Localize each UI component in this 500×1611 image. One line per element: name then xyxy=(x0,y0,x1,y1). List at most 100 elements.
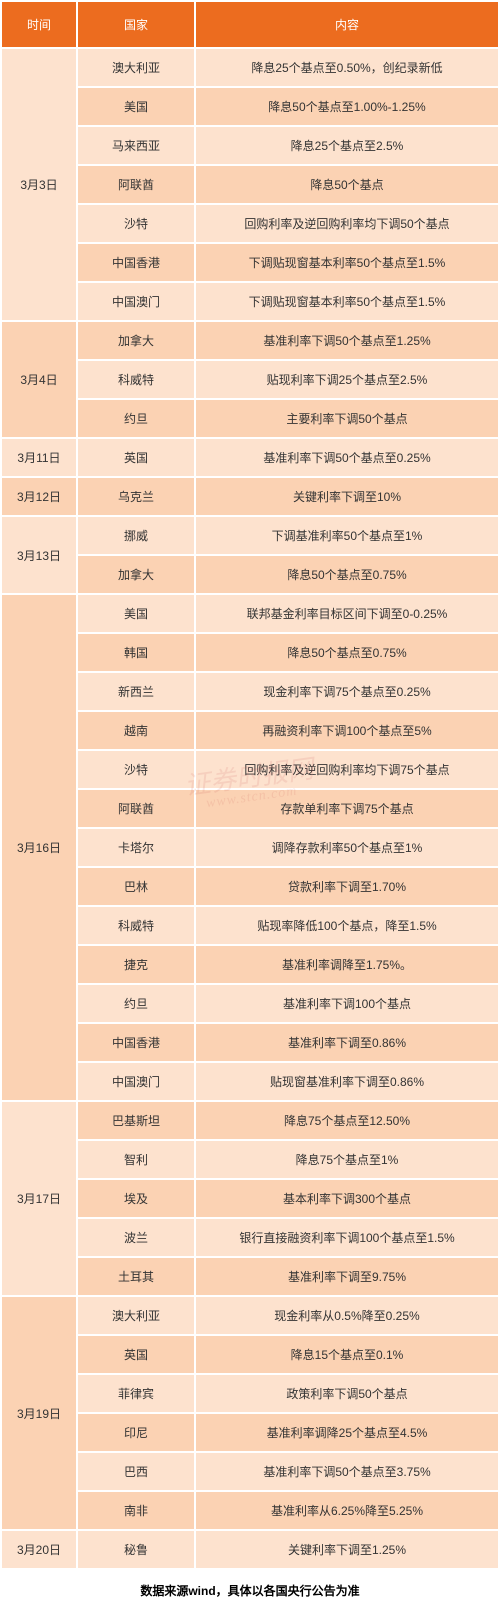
content-cell: 主要利率下调50个基点 xyxy=(196,400,498,437)
country-cell: 美国 xyxy=(78,88,194,125)
table-row: 捷克基准利率调降至1.75%。 xyxy=(2,946,498,983)
date-cell: 3月20日 xyxy=(2,1531,76,1568)
content-cell: 现金利率从0.5%降至0.25% xyxy=(196,1297,498,1334)
table-row: 美国降息50个基点至1.00%-1.25% xyxy=(2,88,498,125)
content-cell: 现金利率下调75个基点至0.25% xyxy=(196,673,498,710)
country-cell: 澳大利亚 xyxy=(78,49,194,86)
date-cell: 3月12日 xyxy=(2,478,76,515)
country-cell: 约旦 xyxy=(78,400,194,437)
table-row: 新西兰现金利率下调75个基点至0.25% xyxy=(2,673,498,710)
date-cell: 3月11日 xyxy=(2,439,76,476)
country-cell: 埃及 xyxy=(78,1180,194,1217)
header-country: 国家 xyxy=(78,2,194,47)
country-cell: 挪威 xyxy=(78,517,194,554)
country-cell: 乌克兰 xyxy=(78,478,194,515)
table-row: 中国澳门下调贴现窗基本利率50个基点至1.5% xyxy=(2,283,498,320)
country-cell: 南非 xyxy=(78,1492,194,1529)
content-cell: 基准利率调降25个基点至4.5% xyxy=(196,1414,498,1451)
country-cell: 中国澳门 xyxy=(78,283,194,320)
footnote: 数据来源wind，具体以各国央行公告为准 xyxy=(0,1570,500,1611)
country-cell: 中国澳门 xyxy=(78,1063,194,1100)
table-row: 菲律宾政策利率下调50个基点 xyxy=(2,1375,498,1412)
content-cell: 基准利率下调至9.75% xyxy=(196,1258,498,1295)
table-row: 土耳其基准利率下调至9.75% xyxy=(2,1258,498,1295)
content-cell: 政策利率下调50个基点 xyxy=(196,1375,498,1412)
country-cell: 沙特 xyxy=(78,751,194,788)
content-cell: 基准利率下调100个基点 xyxy=(196,985,498,1022)
country-cell: 新西兰 xyxy=(78,673,194,710)
content-cell: 关键利率下调至1.25% xyxy=(196,1531,498,1568)
table-row: 中国澳门贴现窗基准利率下调至0.86% xyxy=(2,1063,498,1100)
table-row: 3月11日英国基准利率下调50个基点至0.25% xyxy=(2,439,498,476)
content-cell: 再融资利率下调100个基点至5% xyxy=(196,712,498,749)
content-cell: 基准利率下调50个基点至0.25% xyxy=(196,439,498,476)
table-row: 沙特回购利率及逆回购利率均下调75个基点 xyxy=(2,751,498,788)
table-row: 沙特回购利率及逆回购利率均下调50个基点 xyxy=(2,205,498,242)
header-date: 时间 xyxy=(2,2,76,47)
table-row: 阿联酋降息50个基点 xyxy=(2,166,498,203)
table-row: 韩国降息50个基点至0.75% xyxy=(2,634,498,671)
header-row: 时间 国家 内容 xyxy=(2,2,498,47)
date-cell: 3月4日 xyxy=(2,322,76,437)
country-cell: 印尼 xyxy=(78,1414,194,1451)
country-cell: 加拿大 xyxy=(78,322,194,359)
country-cell: 巴西 xyxy=(78,1453,194,1490)
table-row: 印尼基准利率调降25个基点至4.5% xyxy=(2,1414,498,1451)
content-cell: 下调贴现窗基本利率50个基点至1.5% xyxy=(196,283,498,320)
content-cell: 降息15个基点至0.1% xyxy=(196,1336,498,1373)
country-cell: 科威特 xyxy=(78,361,194,398)
table-row: 3月17日巴基斯坦降息75个基点至12.50% xyxy=(2,1102,498,1139)
table-row: 卡塔尔调降存款利率50个基点至1% xyxy=(2,829,498,866)
country-cell: 科威特 xyxy=(78,907,194,944)
country-cell: 澳大利亚 xyxy=(78,1297,194,1334)
table-row: 加拿大降息50个基点至0.75% xyxy=(2,556,498,593)
date-cell: 3月3日 xyxy=(2,49,76,320)
country-cell: 巴基斯坦 xyxy=(78,1102,194,1139)
content-cell: 降息75个基点至12.50% xyxy=(196,1102,498,1139)
table-row: 3月20日秘鲁关键利率下调至1.25% xyxy=(2,1531,498,1568)
date-cell: 3月13日 xyxy=(2,517,76,593)
content-cell: 降息75个基点至1% xyxy=(196,1141,498,1178)
content-cell: 降息50个基点 xyxy=(196,166,498,203)
country-cell: 秘鲁 xyxy=(78,1531,194,1568)
country-cell: 越南 xyxy=(78,712,194,749)
content-cell: 回购利率及逆回购利率均下调75个基点 xyxy=(196,751,498,788)
table-row: 越南再融资利率下调100个基点至5% xyxy=(2,712,498,749)
content-cell: 基准利率下调50个基点至1.25% xyxy=(196,322,498,359)
date-cell: 3月16日 xyxy=(2,595,76,1100)
table-row: 3月16日美国联邦基金利率目标区间下调至0-0.25% xyxy=(2,595,498,632)
content-cell: 贴现率降低100个基点，降至1.5% xyxy=(196,907,498,944)
table-row: 科威特贴现利率下调25个基点至2.5% xyxy=(2,361,498,398)
table-row: 约旦基准利率下调100个基点 xyxy=(2,985,498,1022)
content-cell: 降息25个基点至2.5% xyxy=(196,127,498,164)
content-cell: 贴现窗基准利率下调至0.86% xyxy=(196,1063,498,1100)
content-cell: 基准利率调降至1.75%。 xyxy=(196,946,498,983)
country-cell: 中国香港 xyxy=(78,244,194,281)
date-cell: 3月19日 xyxy=(2,1297,76,1529)
table-row: 英国降息15个基点至0.1% xyxy=(2,1336,498,1373)
content-cell: 降息25个基点至0.50%，创纪录新低 xyxy=(196,49,498,86)
country-cell: 波兰 xyxy=(78,1219,194,1256)
table-row: 中国香港下调贴现窗基本利率50个基点至1.5% xyxy=(2,244,498,281)
content-cell: 回购利率及逆回购利率均下调50个基点 xyxy=(196,205,498,242)
rate-cut-table: 时间 国家 内容 3月3日澳大利亚降息25个基点至0.50%，创纪录新低美国降息… xyxy=(0,0,500,1570)
table-row: 中国香港基准利率下调至0.86% xyxy=(2,1024,498,1061)
content-cell: 关键利率下调至10% xyxy=(196,478,498,515)
country-cell: 沙特 xyxy=(78,205,194,242)
country-cell: 韩国 xyxy=(78,634,194,671)
country-cell: 智利 xyxy=(78,1141,194,1178)
content-cell: 降息50个基点至1.00%-1.25% xyxy=(196,88,498,125)
content-cell: 基准利率下调50个基点至3.75% xyxy=(196,1453,498,1490)
content-cell: 下调基准利率50个基点至1% xyxy=(196,517,498,554)
table-row: 智利降息75个基点至1% xyxy=(2,1141,498,1178)
country-cell: 捷克 xyxy=(78,946,194,983)
content-cell: 贴现利率下调25个基点至2.5% xyxy=(196,361,498,398)
table-row: 3月3日澳大利亚降息25个基点至0.50%，创纪录新低 xyxy=(2,49,498,86)
table-row: 阿联酋存款单利率下调75个基点 xyxy=(2,790,498,827)
table-row: 3月19日澳大利亚现金利率从0.5%降至0.25% xyxy=(2,1297,498,1334)
content-cell: 基准利率下调至0.86% xyxy=(196,1024,498,1061)
table-row: 南非基准利率从6.25%降至5.25% xyxy=(2,1492,498,1529)
table-row: 巴林贷款利率下调至1.70% xyxy=(2,868,498,905)
table-row: 埃及基本利率下调300个基点 xyxy=(2,1180,498,1217)
content-cell: 银行直接融资利率下调100个基点至1.5% xyxy=(196,1219,498,1256)
